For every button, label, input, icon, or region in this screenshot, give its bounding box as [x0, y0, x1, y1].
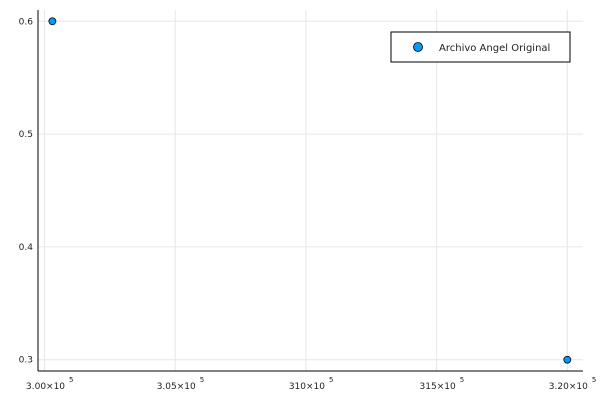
y-tick-labels: 0.3 0.4 0.5 0.6 — [19, 17, 34, 365]
grid — [38, 10, 583, 371]
x-tick-label-1: 3.05×10 — [157, 382, 196, 392]
data-points — [48, 17, 572, 364]
data-point-0-0 — [48, 17, 57, 26]
legend-label: Archivo Angel Original — [439, 43, 550, 54]
x-tick-label-2: 310×10 — [289, 382, 325, 392]
x-tick-labels: 3.00×10 5 3.05×10 5 310×10 5 315×10 5 3.20×10 5 — [26, 376, 596, 392]
axes — [37, 10, 583, 372]
y-tick-label-3: 0.6 — [19, 17, 34, 27]
y-tick-label-0: 0.3 — [19, 356, 33, 366]
x-tick-exponent-1: 5 — [200, 376, 204, 384]
x-tick-exponent-3: 5 — [460, 376, 464, 384]
legend: Archivo Angel Original — [390, 31, 571, 63]
legend-marker — [413, 42, 423, 52]
y-tick-label-1: 0.4 — [19, 243, 34, 253]
x-tick-label-4: 3.20×10 — [549, 382, 588, 392]
x-tick-exponent-4: 5 — [592, 376, 596, 384]
data-point-0-1 — [563, 355, 572, 364]
x-tick-label-3: 315×10 — [420, 382, 456, 392]
x-tick-exponent-0: 5 — [69, 376, 73, 384]
x-tick-label-0: 3.00×10 — [26, 382, 65, 392]
x-tick-exponent-2: 5 — [329, 376, 333, 384]
y-tick-label-2: 0.5 — [19, 130, 33, 140]
